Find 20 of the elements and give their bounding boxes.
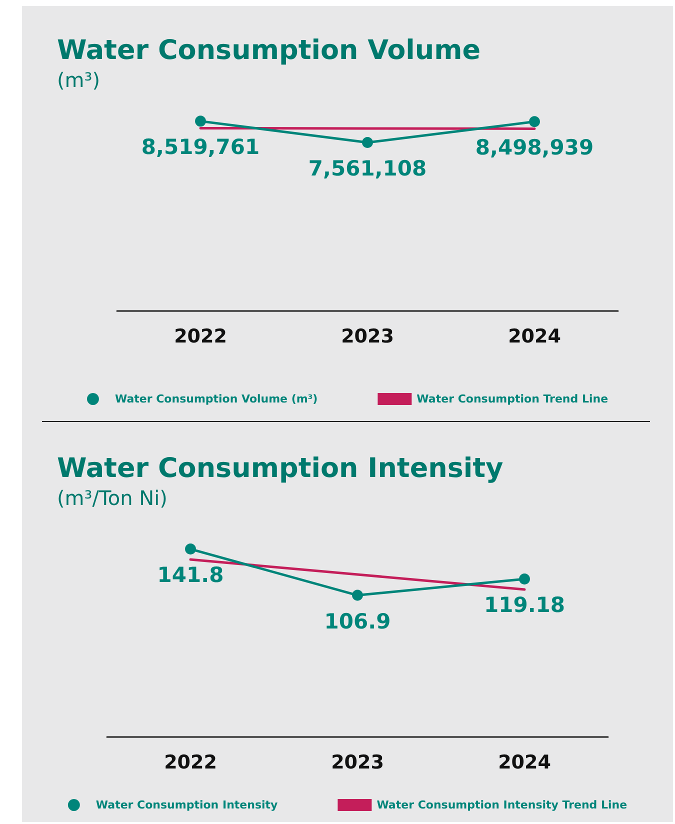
data-label: 141.8 — [157, 563, 224, 588]
chart-title: Water Consumption Intensity — [57, 453, 504, 484]
data-label: 8,519,761 — [141, 135, 260, 160]
legend-label: Water Consumption Intensity Trend Line — [376, 798, 628, 812]
data-label: 8,498,939 — [475, 136, 594, 160]
data-label: 7,561,108 — [308, 156, 427, 181]
x-tick-label: 2023 — [331, 752, 384, 774]
x-tick-label: 2024 — [498, 752, 551, 774]
chart-subtitle: (m³) — [57, 68, 100, 92]
x-tick-label: 2022 — [174, 326, 227, 348]
data-label: 119.18 — [484, 593, 566, 618]
legend-label: Water Consumption Trend Line — [416, 392, 608, 406]
legend-label: Water Consumption Volume (m³) — [114, 392, 318, 406]
x-tick-label: 2024 — [508, 326, 561, 348]
x-tick-label: 2022 — [164, 752, 217, 774]
chart-title: Water Consumption Volume — [57, 35, 481, 66]
x-tick-label: 2023 — [341, 326, 394, 348]
chart-subtitle: (m³/Ton Ni) — [57, 486, 168, 510]
legend-label: Water Consumption Intensity — [96, 798, 278, 812]
data-label: 106.9 — [324, 609, 391, 634]
